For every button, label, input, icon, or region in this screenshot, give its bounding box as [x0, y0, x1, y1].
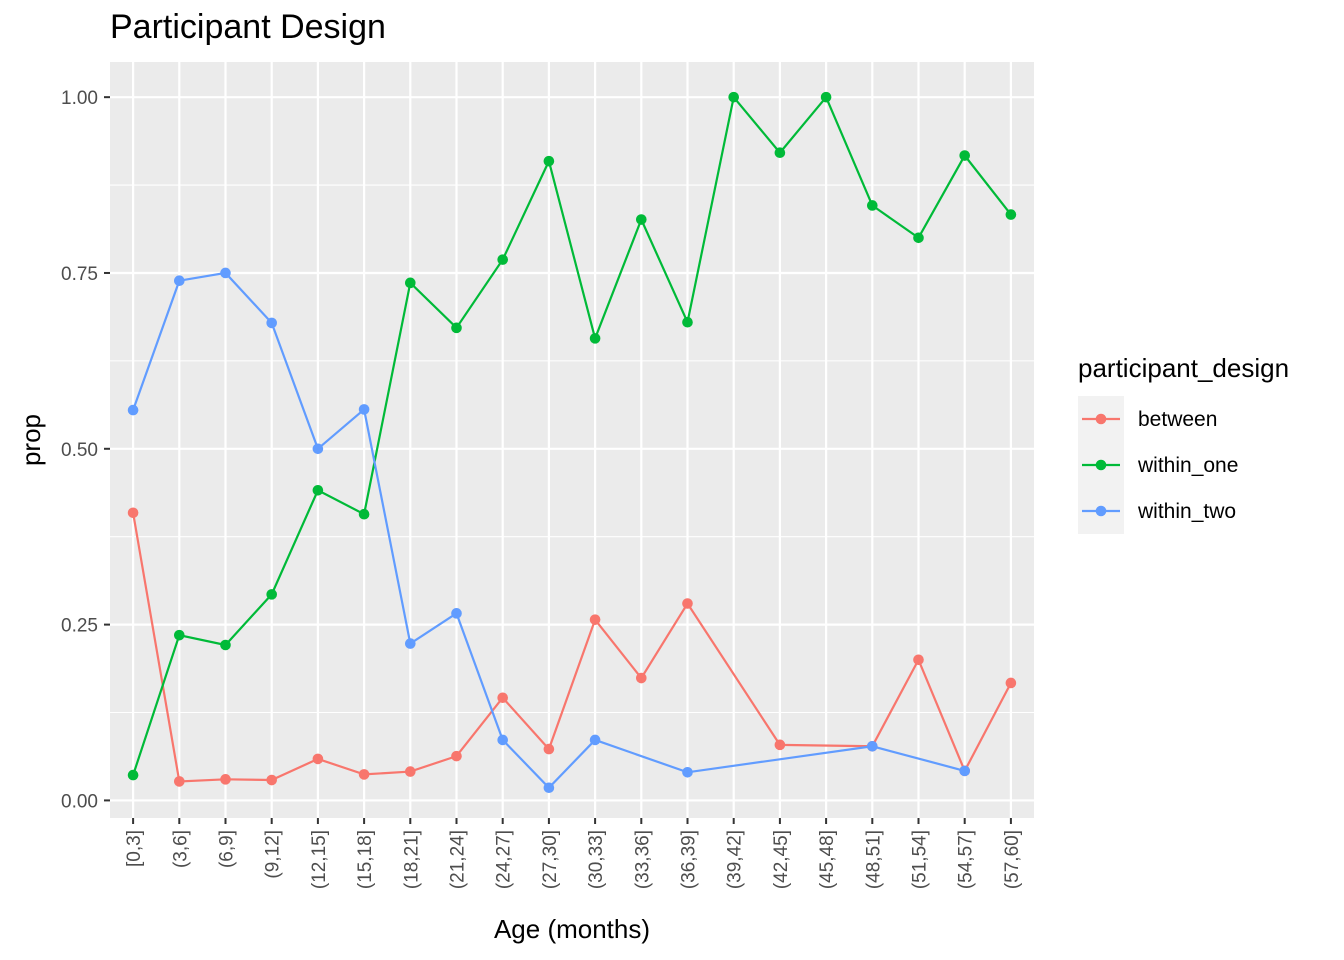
- data-point-within_one: [358, 508, 370, 520]
- series-line-between: [132, 512, 1012, 783]
- x-tick-label: (48,51]: [863, 830, 884, 889]
- y-tick-label: 1.00: [61, 88, 98, 109]
- x-tick-label: (12,15]: [309, 830, 330, 889]
- data-point-between: [497, 692, 509, 704]
- x-tick-label: (21,24]: [448, 830, 469, 889]
- series-within_one: [127, 91, 1017, 781]
- data-point-within_one: [774, 147, 786, 159]
- data-point-within_two: [451, 608, 462, 619]
- data-point-between: [1005, 677, 1017, 689]
- data-point-within_one: [266, 589, 278, 600]
- x-tick-label: (51,54]: [910, 830, 931, 889]
- series-within_two: [127, 267, 970, 794]
- x-tick-label: [0,3]: [124, 830, 145, 867]
- data-point-within_two: [867, 740, 878, 752]
- x-tick-label: (6,9]: [217, 830, 238, 868]
- legend: participant_design between within_onewith…: [1078, 353, 1289, 534]
- x-tick-label: (45,48]: [817, 830, 838, 889]
- data-point-within_one: [913, 232, 924, 244]
- data-point-between: [405, 766, 416, 777]
- y-tick-label: 0.00: [61, 791, 98, 812]
- data-point-within_two: [497, 734, 509, 746]
- x-tick-label: (54,57]: [956, 830, 977, 889]
- data-point-between: [543, 743, 555, 755]
- legend-label-between: between: [1138, 408, 1217, 431]
- x-tick-label: (18,21]: [401, 830, 422, 889]
- data-point-within_two: [682, 766, 693, 778]
- x-tick-label: (36,39]: [679, 830, 700, 889]
- x-tick-label: (15,18]: [355, 830, 376, 889]
- data-point-within_two: [405, 638, 416, 649]
- data-point-within_one: [405, 277, 416, 289]
- x-tick-label: (42,45]: [771, 830, 792, 889]
- data-point-within_one: [1005, 209, 1017, 220]
- data-point-within_one: [220, 639, 231, 651]
- data-point-within_two: [358, 404, 370, 415]
- data-point-within_one: [682, 316, 693, 328]
- legend-label-within_two: within_two: [1137, 500, 1236, 523]
- data-point-between: [312, 753, 324, 765]
- data-point-between: [589, 614, 601, 625]
- chart-title: Participant Design: [110, 8, 386, 46]
- data-point-between: [266, 774, 278, 786]
- x-axis-title: Age (months): [494, 914, 650, 944]
- y-tick-label: 0.50: [61, 440, 98, 461]
- data-point-between: [451, 750, 462, 762]
- data-point-within_two: [543, 782, 555, 794]
- data-point-within_one: [543, 155, 555, 167]
- panel-background: [110, 62, 1034, 818]
- legend-label-within_one: within_one: [1137, 454, 1238, 477]
- data-point-between: [358, 769, 370, 780]
- data-point-between: [774, 739, 786, 751]
- data-point-within_two: [589, 734, 601, 746]
- data-point-within_one: [451, 322, 462, 334]
- x-tick-label: (30,33]: [586, 830, 607, 889]
- series-line-within_one: [132, 94, 1012, 776]
- data-point-between: [913, 654, 924, 666]
- plot-panel: [110, 62, 1034, 818]
- data-point-within_two: [312, 443, 324, 455]
- data-point-within_two: [959, 765, 970, 777]
- data-point-between: [127, 507, 139, 519]
- x-tick-label: (9,12]: [263, 830, 284, 879]
- x-axis: [0,3] (3,6] (6,9] (9,12] (12,15] (15,18] (18,2…: [124, 818, 1023, 889]
- x-tick-label: (27,30]: [540, 830, 561, 889]
- data-point-within_one: [636, 214, 647, 225]
- data-point-within_one: [820, 91, 832, 103]
- data-point-within_one: [867, 200, 878, 211]
- legend-key-point-between: [1095, 413, 1107, 425]
- data-point-between: [636, 672, 647, 684]
- data-point-within_one: [127, 769, 139, 781]
- data-point-within_two: [174, 275, 185, 287]
- data-point-within_one: [728, 91, 739, 103]
- data-point-within_one: [174, 629, 185, 641]
- legend-key-point-within_one: [1095, 459, 1107, 471]
- y-tick-label: 0.25: [61, 616, 98, 637]
- legend-key-point-within_two: [1095, 505, 1107, 517]
- legend-title: participant_design: [1078, 353, 1289, 383]
- data-point-within_one: [959, 150, 970, 161]
- data-point-within_one: [497, 254, 509, 265]
- x-tick-label: (3,6]: [170, 830, 191, 868]
- x-tick-label: (39,42]: [725, 830, 746, 889]
- data-point-within_two: [266, 317, 278, 329]
- data-point-between: [220, 774, 231, 785]
- data-point-within_one: [589, 333, 601, 344]
- y-axis: 0.00 0.25 0.50 0.75 1.00: [61, 88, 110, 812]
- data-point-within_two: [220, 267, 231, 279]
- x-tick-label: (57,60]: [1002, 830, 1023, 889]
- x-tick-label: (33,36]: [632, 830, 653, 889]
- series-line-within_two: [132, 271, 965, 790]
- y-axis-title: prop: [16, 414, 46, 466]
- data-point-within_one: [312, 484, 324, 496]
- x-tick-label: (24,27]: [494, 830, 515, 889]
- data-point-between: [174, 776, 185, 787]
- data-point-within_two: [127, 404, 139, 416]
- y-tick-label: 0.75: [61, 264, 98, 285]
- data-point-between: [682, 598, 693, 609]
